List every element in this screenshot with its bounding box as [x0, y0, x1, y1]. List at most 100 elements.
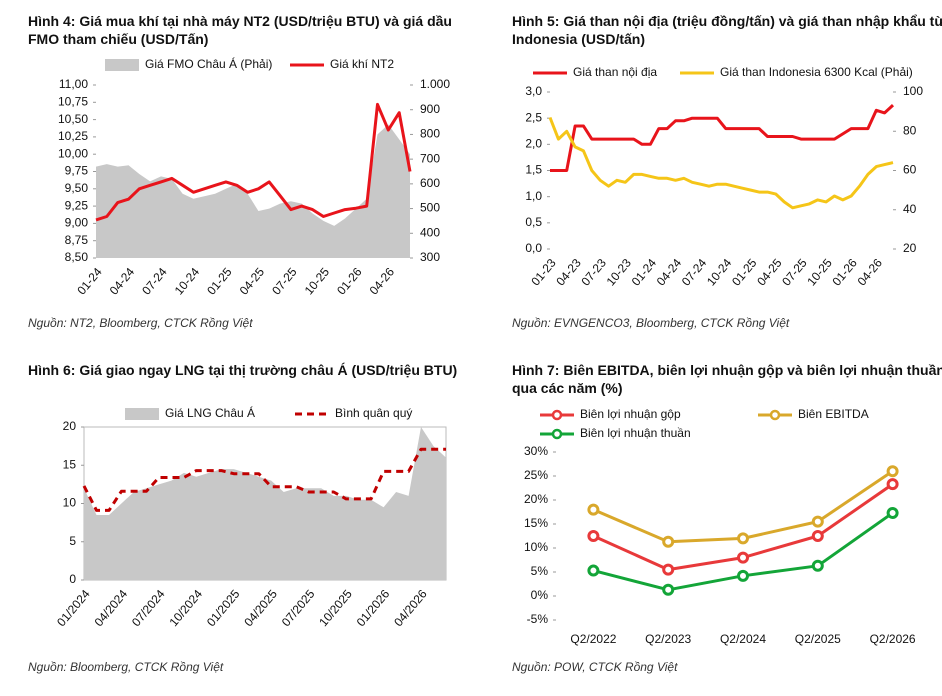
legend-marker: [551, 428, 563, 440]
area: [84, 427, 446, 580]
line: [82, 447, 446, 512]
y2-tick-label: 1.000: [420, 77, 450, 91]
x-tick-label: 07-24: [679, 256, 710, 289]
x-tick-label: 10-24: [172, 265, 203, 298]
x-tick-label: 04-24: [654, 256, 685, 289]
x-tick-label: 04/2024: [92, 587, 131, 629]
x-tick-label: 01/2026: [354, 587, 393, 629]
legend-label: Biên EBITDA: [798, 407, 869, 421]
y-tick-label: 10: [63, 496, 77, 510]
y-tick-label: 0,5: [525, 215, 542, 229]
y-tick-label: 10,50: [58, 112, 88, 126]
x-tick-label: 01-26: [829, 256, 860, 289]
y-tick-label: 0,0: [525, 241, 542, 255]
x-tick-label: 01-24: [74, 265, 105, 298]
legend-label: Biên lợi nhuận gộp: [580, 407, 681, 421]
line: [592, 469, 894, 544]
chart-title: Hình 7: Biên EBITDA, biên lợi nhuận gộp …: [512, 362, 942, 396]
y-tick-label: 0: [69, 572, 76, 586]
x-tick-label: Q2/2026: [870, 632, 916, 646]
x-tick-label: 04-24: [107, 265, 138, 298]
legend-swatch: [125, 408, 159, 420]
area: [96, 124, 410, 258]
y-tick-label: 2,5: [525, 110, 542, 124]
y-tick-label: 9,75: [65, 164, 89, 178]
y-tick-label: 15%: [524, 516, 548, 530]
y2-tick-label: 20: [903, 241, 917, 255]
legend-swatch: [105, 59, 139, 71]
x-tick-label: 10-24: [704, 256, 735, 289]
y2-tick-label: 500: [420, 201, 440, 215]
x-tick-label: 04-23: [553, 256, 584, 289]
x-tick-label: 04-26: [367, 265, 398, 298]
x-tick-label: 04/2025: [241, 587, 280, 629]
legend-label: Giá than nội địa: [573, 65, 657, 79]
y-tick-label: 20%: [524, 492, 548, 506]
chart-title: Hình 5: Giá than nội địa (triệu đồng/tấn…: [512, 13, 942, 47]
x-tick-label: 10-25: [804, 256, 835, 289]
source: Nguồn: Bloomberg, CTCK Rồng Việt: [28, 660, 224, 674]
x-tick-label: 07-25: [269, 265, 300, 298]
x-tick-label: 01-25: [204, 265, 235, 298]
x-tick-label: 01/2025: [204, 587, 243, 629]
y2-tick-label: 40: [903, 202, 917, 216]
y2-tick-label: 800: [420, 127, 440, 141]
chart-title: Hình 4: Giá mua khí tại nhà máy NT2 (USD…: [28, 13, 452, 47]
line: [548, 116, 894, 210]
x-tick-label: 10-25: [302, 265, 333, 298]
y-tick-label: 10,00: [58, 146, 88, 160]
x-tick-label: 04-26: [855, 256, 886, 289]
y-tick-label: -5%: [527, 612, 549, 626]
y-tick-label: 15: [63, 457, 77, 471]
x-tick-label: 10/2025: [316, 587, 355, 629]
y2-tick-label: 700: [420, 151, 440, 165]
marker: [587, 530, 600, 542]
source: Nguồn: NT2, Bloomberg, CTCK Rồng Việt: [28, 316, 253, 330]
y-tick-label: 9,50: [65, 181, 89, 195]
y-tick-label: 10,75: [58, 94, 88, 108]
legend-label: Giá FMO Châu Á (Phải): [145, 56, 272, 71]
x-tick-label: 07-24: [139, 265, 170, 298]
x-tick-label: Q2/2024: [720, 632, 766, 646]
line: [95, 102, 412, 222]
x-tick-label: 10/2024: [166, 587, 205, 629]
y-tick-label: 3,0: [525, 84, 542, 98]
x-tick-label: 07/2025: [279, 587, 318, 629]
x-tick-label: Q2/2025: [795, 632, 841, 646]
y-tick-label: 11,00: [59, 77, 88, 91]
marker: [662, 563, 675, 576]
y2-tick-label: 100: [903, 84, 923, 98]
x-tick-label: 04-25: [754, 256, 785, 289]
marker: [737, 569, 749, 582]
x-tick-label: 01/2024: [54, 587, 93, 629]
y-tick-label: 30%: [524, 444, 548, 458]
marker: [587, 564, 600, 577]
legend-label: Giá than Indonesia 6300 Kcal (Phải): [720, 65, 913, 79]
legend-marker: [551, 409, 563, 421]
legend-marker: [769, 409, 781, 421]
line: [550, 104, 895, 172]
marker: [737, 551, 749, 564]
marker: [886, 506, 899, 519]
y-tick-label: 1,5: [525, 163, 542, 177]
y2-tick-label: 300: [420, 250, 440, 264]
marker: [811, 530, 824, 542]
marker: [662, 535, 675, 548]
y-tick-label: 1,0: [525, 189, 542, 203]
legend-label: Biên lợi nhuận thuần: [580, 426, 691, 440]
chart-title: Hình 6: Giá giao ngay LNG tại thị trường…: [28, 362, 458, 378]
y2-tick-label: 80: [903, 123, 917, 137]
x-tick-label: 07/2024: [129, 587, 168, 629]
y-tick-label: 10,25: [58, 129, 88, 143]
x-tick-label: 10-23: [604, 256, 635, 289]
x-tick-label: 01-25: [729, 256, 760, 289]
legend-label: Giá khí NT2: [330, 57, 394, 71]
x-tick-label: 01-23: [528, 256, 559, 289]
y-tick-label: 8,50: [65, 250, 89, 264]
y-tick-label: 5: [69, 534, 76, 548]
y2-tick-label: 400: [420, 225, 440, 239]
y-tick-label: 2,0: [525, 137, 542, 151]
x-tick-label: 01-24: [629, 256, 660, 289]
